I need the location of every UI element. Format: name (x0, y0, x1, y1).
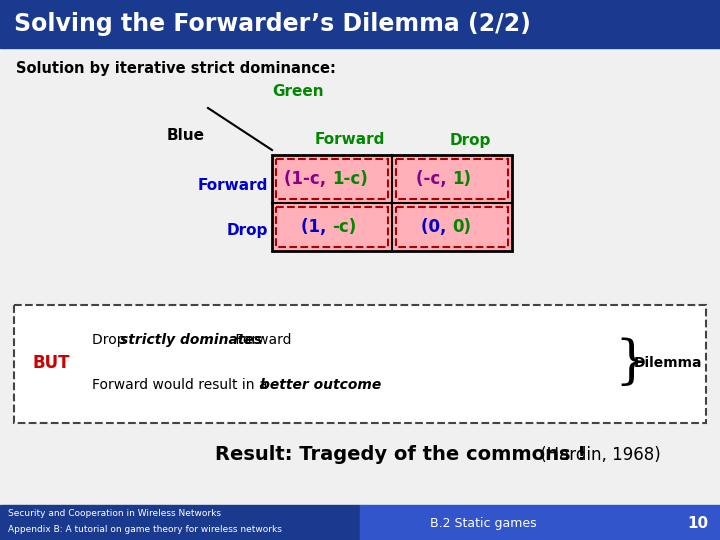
Bar (272, 155, 392, 203)
Text: Forward: Forward (315, 132, 385, 147)
Text: (1-c,: (1-c, (284, 170, 332, 188)
Text: (Hardin, 1968): (Hardin, 1968) (535, 446, 661, 464)
Text: (1,: (1, (301, 218, 332, 236)
Bar (392, 155, 512, 203)
Text: Result: Tragedy of the commons !: Result: Tragedy of the commons ! (215, 446, 586, 464)
Text: B.2 Static games: B.2 Static games (430, 516, 536, 530)
Bar (14, 305, 706, 423)
Text: strictly dominates: strictly dominates (120, 333, 262, 347)
Text: Appendix B: A tutorial on game theory for wireless networks: Appendix B: A tutorial on game theory fo… (8, 524, 282, 534)
Bar (392, 203, 512, 251)
Bar (360, 505, 720, 540)
Bar (276, 159, 388, 199)
Text: Forward would result in a: Forward would result in a (92, 378, 272, 392)
Text: Drop: Drop (449, 132, 491, 147)
Bar (396, 207, 508, 247)
Text: better outcome: better outcome (260, 378, 382, 392)
Text: Forward: Forward (231, 333, 292, 347)
Text: Solution by iterative strict dominance:: Solution by iterative strict dominance: (16, 60, 336, 76)
Text: Drop: Drop (227, 222, 268, 238)
Text: (-c,: (-c, (415, 170, 452, 188)
Text: }: } (614, 338, 648, 388)
Text: Forward: Forward (197, 178, 268, 192)
Text: Security and Cooperation in Wireless Networks: Security and Cooperation in Wireless Net… (8, 510, 221, 518)
Text: Solving the Forwarder’s Dilemma (2/2): Solving the Forwarder’s Dilemma (2/2) (14, 12, 531, 36)
Text: Dilemma: Dilemma (634, 356, 702, 370)
Text: Drop: Drop (92, 333, 130, 347)
Bar (272, 155, 512, 251)
Text: 1): 1) (452, 170, 471, 188)
Bar (0, 0, 720, 48)
Bar (396, 159, 508, 199)
Bar (0, 505, 360, 540)
Text: -c): -c) (332, 218, 356, 236)
Bar (276, 207, 388, 247)
Text: 10: 10 (687, 516, 708, 530)
Text: Green: Green (272, 84, 324, 99)
Text: 0): 0) (452, 218, 471, 236)
Text: 1-c): 1-c) (332, 170, 368, 188)
Text: Blue: Blue (167, 127, 205, 143)
Text: (0,: (0, (421, 218, 452, 236)
Text: BUT: BUT (32, 354, 70, 372)
Bar (272, 203, 392, 251)
